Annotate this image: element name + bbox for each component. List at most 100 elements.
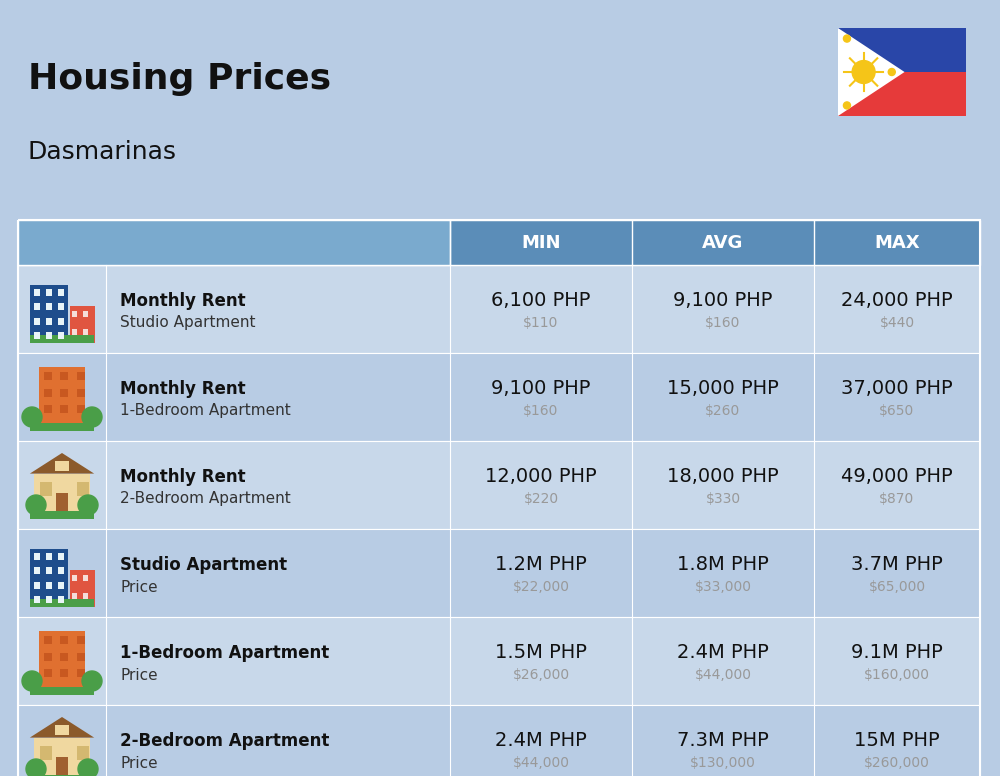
- Bar: [60, 669, 68, 677]
- Bar: [44, 372, 52, 380]
- Circle shape: [843, 35, 850, 42]
- Text: MAX: MAX: [874, 234, 920, 251]
- Text: Housing Prices: Housing Prices: [28, 62, 331, 96]
- Polygon shape: [30, 453, 94, 473]
- Bar: [30, 335, 94, 343]
- Text: 9.1M PHP: 9.1M PHP: [851, 643, 943, 663]
- Bar: [18, 265, 980, 353]
- Bar: [18, 617, 980, 705]
- Bar: [34, 553, 40, 560]
- Text: $22,000: $22,000: [512, 580, 570, 594]
- Text: $110: $110: [523, 316, 559, 330]
- Text: Monthly Rent: Monthly Rent: [120, 468, 246, 486]
- Bar: [72, 329, 77, 335]
- Text: Studio Apartment: Studio Apartment: [120, 556, 287, 574]
- Text: 2.4M PHP: 2.4M PHP: [677, 643, 769, 663]
- Text: $440: $440: [879, 316, 915, 330]
- Bar: [40, 482, 52, 496]
- Bar: [39, 367, 85, 423]
- Bar: [46, 582, 52, 589]
- Bar: [58, 582, 64, 589]
- Bar: [34, 567, 40, 574]
- Text: $160: $160: [705, 316, 741, 330]
- Text: 3.7M PHP: 3.7M PHP: [851, 556, 943, 574]
- Circle shape: [78, 495, 98, 515]
- Text: 12,000 PHP: 12,000 PHP: [485, 467, 597, 487]
- Text: Dasmarinas: Dasmarinas: [28, 140, 177, 164]
- Text: Price: Price: [120, 667, 158, 683]
- Bar: [34, 582, 40, 589]
- Bar: [30, 599, 94, 607]
- Bar: [44, 669, 52, 677]
- Text: 1.2M PHP: 1.2M PHP: [495, 556, 587, 574]
- Bar: [60, 372, 68, 380]
- Bar: [34, 303, 40, 310]
- Bar: [18, 705, 980, 776]
- Polygon shape: [838, 28, 905, 116]
- Bar: [58, 303, 64, 310]
- Bar: [83, 574, 88, 580]
- Text: 37,000 PHP: 37,000 PHP: [841, 379, 953, 399]
- Text: $130,000: $130,000: [690, 756, 756, 770]
- Text: 9,100 PHP: 9,100 PHP: [491, 379, 591, 399]
- Text: $160,000: $160,000: [864, 668, 930, 682]
- Bar: [77, 389, 85, 397]
- Bar: [34, 332, 40, 339]
- Bar: [44, 636, 52, 644]
- Text: $260: $260: [705, 404, 741, 418]
- Bar: [60, 405, 68, 413]
- Bar: [70, 570, 95, 607]
- Text: 2-Bedroom Apartment: 2-Bedroom Apartment: [120, 491, 291, 507]
- Bar: [838, 28, 966, 72]
- Bar: [44, 653, 52, 660]
- Text: 15,000 PHP: 15,000 PHP: [667, 379, 779, 399]
- Text: 15M PHP: 15M PHP: [854, 732, 940, 750]
- Bar: [55, 725, 69, 735]
- Bar: [30, 423, 94, 431]
- Bar: [18, 220, 450, 265]
- Bar: [83, 593, 88, 599]
- Circle shape: [82, 671, 102, 691]
- Text: Monthly Rent: Monthly Rent: [120, 380, 246, 398]
- Circle shape: [22, 671, 42, 691]
- Circle shape: [78, 759, 98, 776]
- Bar: [46, 332, 52, 339]
- Text: $220: $220: [523, 492, 559, 506]
- Circle shape: [82, 407, 102, 427]
- Bar: [58, 332, 64, 339]
- Bar: [18, 529, 980, 617]
- Text: 7.3M PHP: 7.3M PHP: [677, 732, 769, 750]
- Bar: [34, 289, 40, 296]
- Text: 2-Bedroom Apartment: 2-Bedroom Apartment: [120, 732, 329, 750]
- Text: $26,000: $26,000: [512, 668, 570, 682]
- Bar: [40, 746, 52, 760]
- Bar: [72, 593, 77, 599]
- Text: 9,100 PHP: 9,100 PHP: [673, 292, 773, 310]
- Bar: [39, 631, 85, 687]
- Text: $650: $650: [879, 404, 915, 418]
- Text: 6,100 PHP: 6,100 PHP: [491, 292, 591, 310]
- Bar: [46, 289, 52, 296]
- Bar: [34, 738, 90, 775]
- Bar: [18, 353, 980, 441]
- Text: 1.8M PHP: 1.8M PHP: [677, 556, 769, 574]
- Circle shape: [888, 68, 895, 75]
- Bar: [838, 28, 966, 116]
- Bar: [56, 757, 68, 775]
- Bar: [34, 473, 90, 511]
- Text: AVG: AVG: [702, 234, 744, 251]
- Text: 2.4M PHP: 2.4M PHP: [495, 732, 587, 750]
- Bar: [56, 493, 68, 511]
- Bar: [83, 310, 88, 317]
- Text: $44,000: $44,000: [694, 668, 752, 682]
- Text: Monthly Rent: Monthly Rent: [120, 292, 246, 310]
- Text: $160: $160: [523, 404, 559, 418]
- Bar: [46, 317, 52, 324]
- Bar: [34, 317, 40, 324]
- Circle shape: [22, 407, 42, 427]
- Text: 1-Bedroom Apartment: 1-Bedroom Apartment: [120, 404, 291, 418]
- Bar: [30, 549, 68, 607]
- Text: Price: Price: [120, 756, 158, 771]
- Polygon shape: [30, 717, 94, 738]
- Text: $870: $870: [879, 492, 915, 506]
